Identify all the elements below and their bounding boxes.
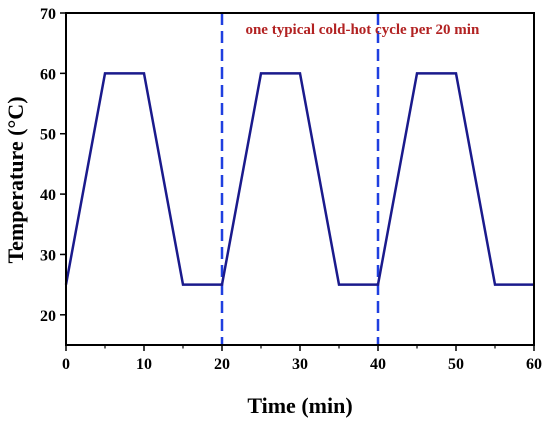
axes-frame xyxy=(65,12,535,346)
y-tick-label: 60 xyxy=(40,66,56,83)
series-group xyxy=(64,72,534,286)
cycle-divider-lines xyxy=(220,13,380,345)
y-axis-title: Temperature (°C) xyxy=(3,96,28,263)
y-tick-label: 20 xyxy=(40,308,56,325)
cycle-annotation: one typical cold-hot cycle per 20 min xyxy=(245,22,480,38)
y-tick-label: 30 xyxy=(40,247,56,264)
y-tick-label: 70 xyxy=(40,6,56,23)
x-tick-label: 0 xyxy=(62,356,70,373)
plot-frame xyxy=(65,12,535,346)
annotation-group: one typical cold-hot cycle per 20 min xyxy=(245,22,480,38)
x-axis-title: Time (min) xyxy=(247,393,352,418)
x-tick-label: 30 xyxy=(292,356,308,373)
x-tick-label: 10 xyxy=(136,356,152,373)
x-tick-label: 40 xyxy=(370,356,386,373)
x-tick-label: 20 xyxy=(214,356,230,373)
y-tick-label: 50 xyxy=(40,127,56,144)
temperature-series-line xyxy=(64,72,534,286)
ticks-group: 0 10 20 30 40 50 60 20 30 40 50 60 70 xyxy=(40,6,542,373)
x-tick-label: 60 xyxy=(526,356,542,373)
y-tick-label: 40 xyxy=(40,187,56,204)
x-tick-label: 50 xyxy=(448,356,464,373)
